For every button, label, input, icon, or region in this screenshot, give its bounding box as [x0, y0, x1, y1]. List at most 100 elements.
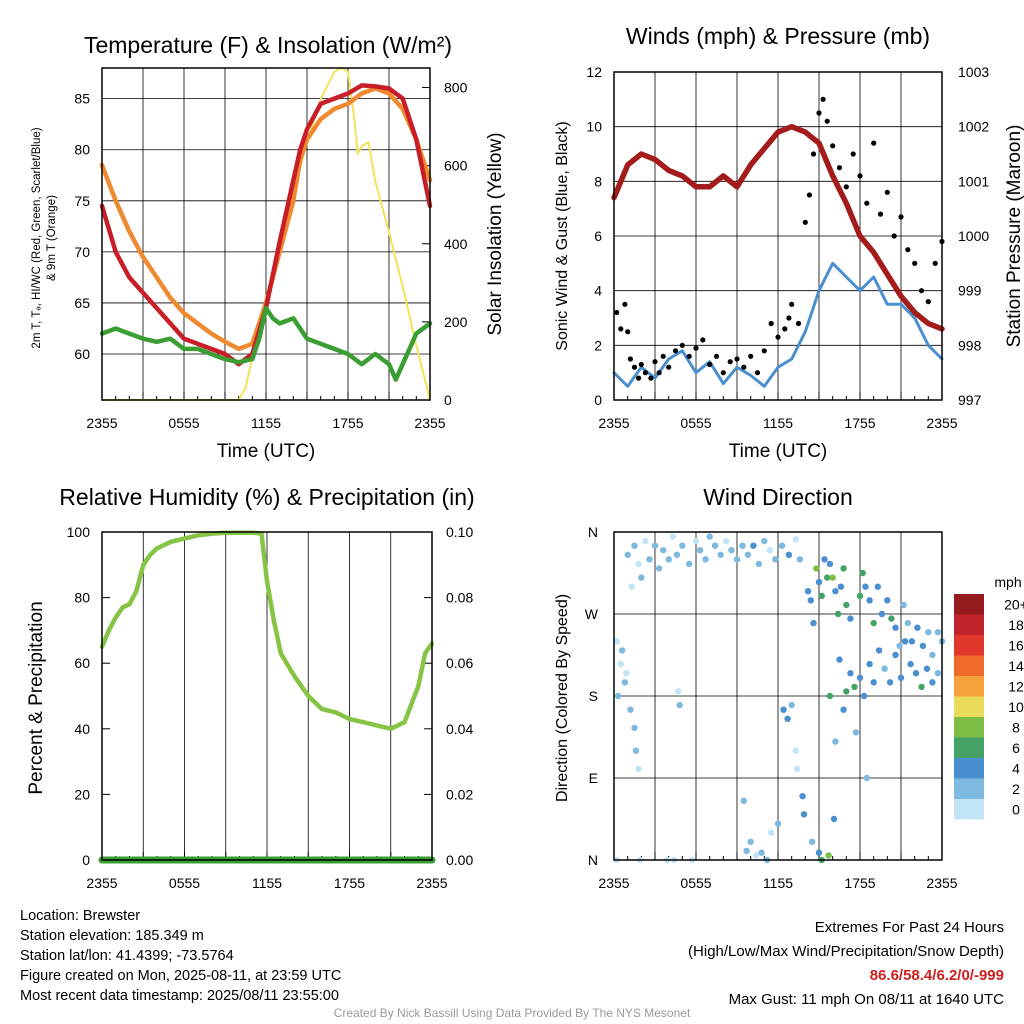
x-tick-label: 2355	[598, 415, 629, 431]
gust-point	[782, 326, 788, 332]
gust-point	[905, 247, 911, 253]
direction-point	[826, 692, 834, 700]
temp-chart: 2355 0555 1155 1755 2355 60 65 70 75 80 85 0 200 400 6…	[31, 32, 506, 462]
gust-point	[627, 356, 634, 362]
y2-tick-label: 997	[958, 392, 982, 408]
y2-tick-label: 0	[444, 392, 452, 408]
direction-point	[807, 597, 814, 604]
direction-point	[929, 679, 936, 686]
direction-point	[792, 747, 799, 754]
direction-point	[755, 560, 763, 568]
gust-point	[824, 118, 830, 124]
x-tick-label: 2355	[416, 875, 447, 891]
direction-point	[788, 701, 795, 709]
direction-point	[810, 619, 817, 627]
direction-point	[743, 847, 750, 855]
x-axis-label: Time (UTC)	[217, 441, 316, 462]
y-tick-label: 40	[74, 721, 90, 737]
direction-point	[792, 536, 799, 543]
gust-point	[727, 359, 733, 365]
direction-point	[900, 601, 907, 609]
colorbar-swatch	[954, 635, 984, 656]
x-tick-label: 1755	[334, 875, 365, 891]
gust-point	[898, 214, 904, 220]
y-tick-label: 4	[594, 283, 602, 299]
gust-point	[734, 356, 740, 362]
gust-point	[625, 329, 631, 335]
gust-point	[891, 233, 897, 239]
gust-point	[918, 288, 925, 294]
direction-point	[870, 619, 877, 627]
rh-chart: 2355 0555 1155 1755 2355 0 20 40 60 80 100 0.00 0.02…	[26, 484, 475, 891]
gust-point	[857, 173, 863, 179]
gust-point	[761, 348, 767, 354]
direction-point	[717, 551, 724, 558]
y-tick-label: 65	[74, 295, 90, 311]
direction-point	[843, 601, 850, 609]
y2-tick-label: 0.08	[446, 590, 473, 606]
y-tick-label: 8	[594, 173, 602, 189]
gust-point	[912, 260, 918, 266]
colorbar-label: 2	[1012, 781, 1020, 797]
gust-point	[843, 184, 849, 190]
direction-point	[673, 551, 681, 558]
chart-title: Temperature (F) & Insolation (W/m²)	[84, 32, 452, 58]
direction-point	[780, 706, 787, 713]
direction-point	[809, 838, 816, 845]
direction-point	[631, 724, 638, 732]
y-tick-label: N	[588, 524, 598, 540]
chart-title: Wind Direction	[703, 484, 853, 510]
gust-point	[693, 345, 699, 351]
direction-point	[739, 542, 746, 549]
direction-point	[884, 597, 891, 604]
direction-point	[847, 615, 854, 622]
direction-point	[761, 537, 768, 545]
gust-point	[720, 370, 726, 376]
direction-point	[706, 533, 713, 540]
direction-point	[878, 610, 886, 618]
gust-point	[810, 151, 817, 157]
gust-point	[631, 364, 638, 370]
direction-point	[836, 656, 843, 663]
gust-point	[713, 353, 720, 359]
y-tick-label: W	[585, 606, 599, 622]
extremes-title: Extremes For Past 24 Hours	[814, 919, 1004, 936]
direction-point	[796, 556, 804, 563]
gust-point	[925, 299, 931, 305]
direction-point	[642, 537, 649, 545]
gust-point	[816, 110, 822, 116]
direction-point	[696, 547, 704, 554]
direction-point	[635, 765, 642, 773]
gust-point	[622, 301, 628, 307]
colorbar-unit: mph	[994, 574, 1021, 590]
colorbar-swatch	[954, 778, 984, 799]
y-tick-label: 20	[74, 786, 90, 802]
x-tick-label: 2355	[926, 875, 957, 891]
y2-tick-label: 1002	[958, 119, 989, 135]
direction-point	[655, 565, 663, 572]
colorbar-swatch	[954, 737, 984, 758]
direction-point	[860, 692, 868, 700]
extremes-values: 86.6/58.4/6.2/0/-999	[869, 967, 1004, 984]
gust-point	[652, 359, 658, 365]
y-axis-label: & 9m T (Orange)	[46, 195, 58, 281]
direction-point	[888, 615, 895, 622]
x-tick-label: 1755	[332, 415, 363, 431]
colorbar-label: 12	[1008, 678, 1024, 694]
gust-point	[830, 143, 836, 149]
direction-point	[627, 706, 634, 713]
colorbar-label: 0	[1012, 801, 1020, 817]
colorbar-swatch	[954, 758, 984, 779]
gust-point	[748, 353, 754, 359]
direction-point	[821, 556, 828, 563]
direction-point	[886, 679, 894, 686]
y2-tick-label: 200	[444, 314, 468, 330]
y-tick-label: 80	[74, 142, 90, 158]
direction-point	[665, 556, 672, 563]
direction-point	[832, 588, 839, 595]
gust-point	[666, 364, 672, 370]
station-info: Location: Brewster Station elevation: 18…	[20, 906, 341, 1006]
gust-point	[871, 140, 877, 146]
y-tick-label: 75	[74, 193, 90, 209]
direction-point	[675, 688, 682, 695]
